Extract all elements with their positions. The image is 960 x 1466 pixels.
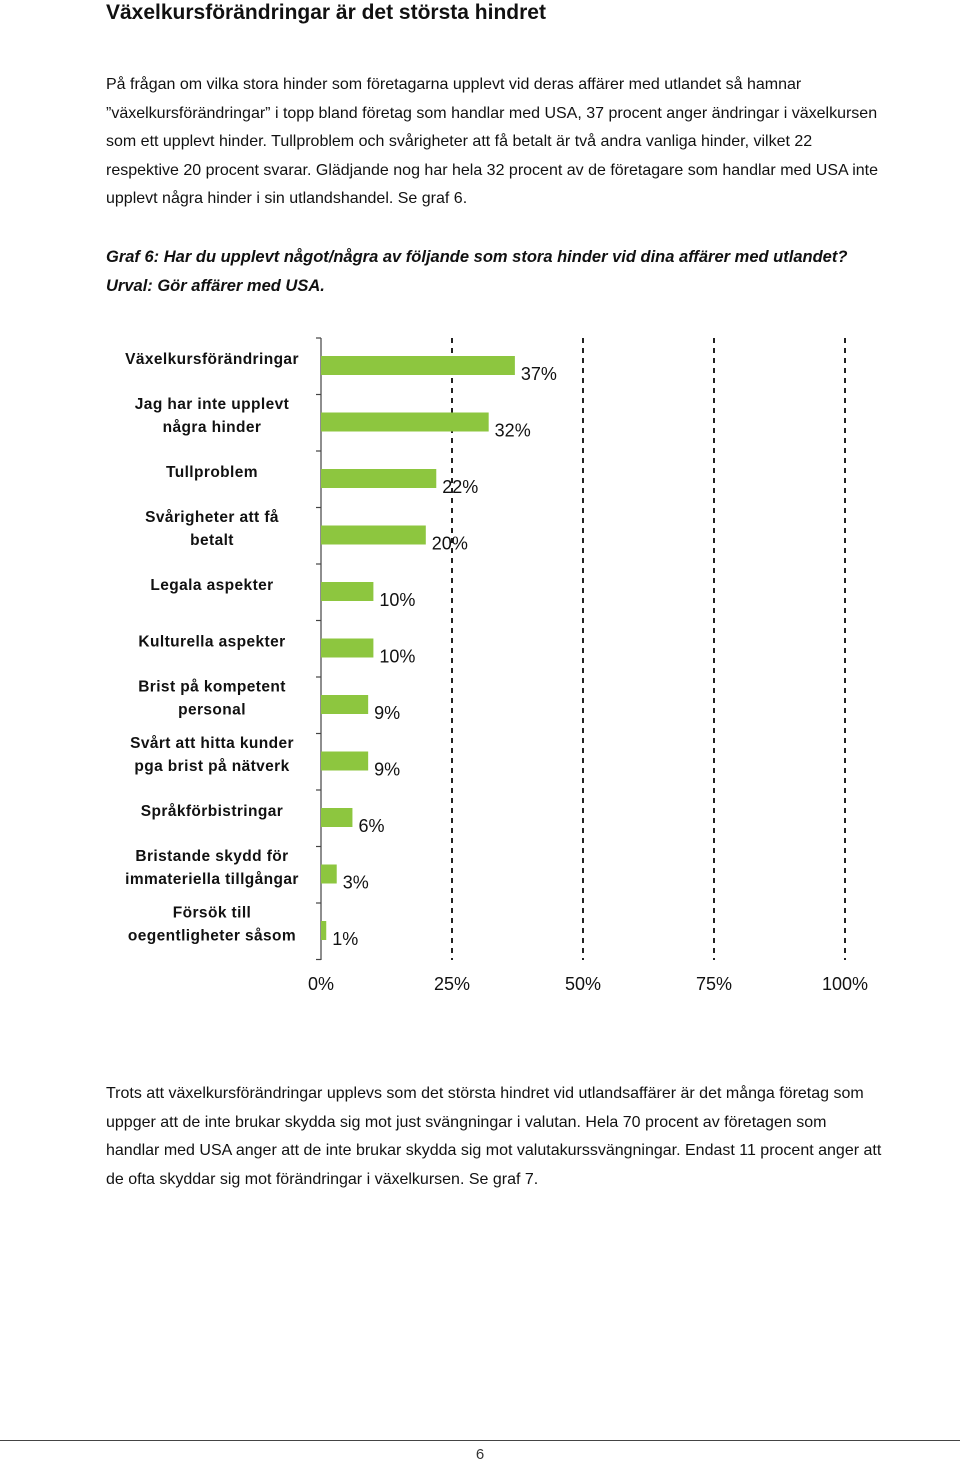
bar xyxy=(321,638,374,658)
x-tick-label: 25% xyxy=(434,974,470,994)
bar-value-label: 9% xyxy=(374,760,400,780)
category-label: några hinder xyxy=(163,419,262,436)
category-label: Legala aspekter xyxy=(150,577,273,594)
bar-value-label: 1% xyxy=(332,929,358,949)
footer-divider xyxy=(0,1440,960,1441)
bar xyxy=(321,412,489,432)
intro-line: som ett upplevt hinder. Tullproblem och … xyxy=(106,133,813,151)
bar xyxy=(321,356,515,375)
bar xyxy=(321,864,337,884)
category-label: personal xyxy=(178,702,246,719)
outro-line: handlar med USA anger att de inte brukar… xyxy=(106,1142,882,1160)
outro-line: Trots att växelkursförändringar upplevs … xyxy=(106,1085,864,1102)
category-label: Språkförbistringar xyxy=(141,803,283,820)
bar xyxy=(321,582,374,601)
intro-line: respektive 20 procent svarar. Glädjande … xyxy=(106,161,879,179)
category-label: betalt xyxy=(190,532,234,549)
category-label: Brist på kompetent xyxy=(138,679,286,696)
intro-line: På frågan om vilka stora hinder som före… xyxy=(106,76,802,93)
category-label: Svårt att hitta kunder xyxy=(130,735,294,752)
outro-line: uppger att de inte brukar skydda sig mot… xyxy=(106,1113,827,1131)
bar-value-label: 22% xyxy=(442,477,478,497)
bar-value-label: 20% xyxy=(432,534,468,554)
category-label: Tullproblem xyxy=(166,464,258,481)
bar xyxy=(321,525,426,545)
bar xyxy=(321,921,327,940)
outro-paragraph: Trots att växelkursförändringar upplevs … xyxy=(106,1080,960,1194)
x-tick-label: 0% xyxy=(308,974,334,994)
graph-caption-sample: Urval: Gör affärer med USA. xyxy=(106,277,325,295)
category-label: immateriella tillgångar xyxy=(125,871,299,888)
bar-value-label: 37% xyxy=(521,364,557,384)
bar xyxy=(321,808,353,827)
bar xyxy=(321,695,369,714)
graph-caption: Graf 6: Har du upplevt något/några av fö… xyxy=(106,243,960,301)
category-label: Svårigheter att få xyxy=(145,509,279,526)
graph-caption-question: Graf 6: Har du upplevt något/några av fö… xyxy=(106,248,848,266)
intro-paragraph: På frågan om vilka stora hinder som före… xyxy=(106,71,960,214)
x-tick-label: 75% xyxy=(696,974,732,994)
category-label: Försök till xyxy=(173,905,251,922)
category-label: Växelkursförändringar xyxy=(125,351,299,368)
bar-value-label: 32% xyxy=(495,421,531,441)
outro-line: de ofta skyddar sig mot förändringar i v… xyxy=(106,1170,539,1188)
bar-value-label: 10% xyxy=(379,590,415,610)
bar-value-label: 9% xyxy=(374,703,400,723)
x-tick-label: 100% xyxy=(822,974,868,994)
category-label: oegentligheter såsom xyxy=(128,928,296,945)
category-label: Bristande skydd för xyxy=(135,848,288,865)
category-label: pga brist på nätverk xyxy=(134,758,289,775)
bar-value-label: 3% xyxy=(343,873,369,893)
bar xyxy=(321,469,437,488)
intro-line: ”växelkursförändringar” i topp bland för… xyxy=(106,104,878,122)
bar xyxy=(321,751,369,771)
section-heading: Växelkursförändringar är det största hin… xyxy=(106,1,546,24)
category-label: Kulturella aspekter xyxy=(138,634,285,651)
bar-value-label: 6% xyxy=(358,816,384,836)
x-tick-label: 50% xyxy=(565,974,601,994)
bar-value-label: 10% xyxy=(379,647,415,667)
page-number: 6 xyxy=(475,1446,485,1463)
category-label: Jag har inte upplevt xyxy=(135,396,289,413)
obstacles-bar-chart: 37% Växelkursförändringar 32% Jag har inte … xyxy=(125,337,868,994)
intro-line: upplevt några hinder i sin utlandshandel… xyxy=(106,190,468,208)
